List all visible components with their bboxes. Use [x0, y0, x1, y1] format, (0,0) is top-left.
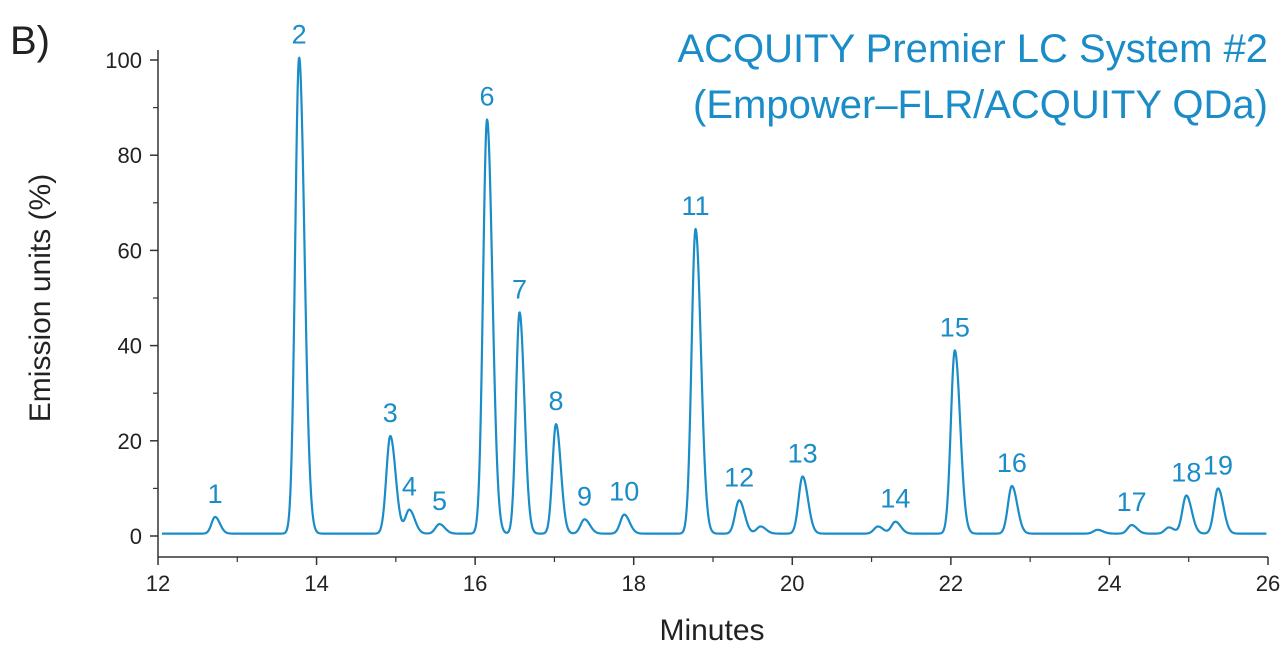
y-tick-label: 0 — [130, 524, 142, 549]
peak-label: 11 — [682, 191, 710, 221]
peak-label: 12 — [724, 462, 754, 492]
x-tick-label: 14 — [304, 571, 328, 596]
y-tick-label: 20 — [118, 429, 142, 454]
peak-label: 3 — [383, 398, 398, 428]
peak-label: 18 — [1171, 458, 1201, 488]
trace-layer — [161, 56, 1268, 535]
peak-label: 1 — [208, 479, 223, 509]
x-tick-label: 12 — [146, 571, 170, 596]
chart-subtitle: (Empower–FLR/ACQUITY QDa) — [693, 83, 1268, 127]
peak-label: 15 — [940, 312, 970, 342]
peak-label: 19 — [1203, 450, 1233, 480]
y-tick-label: 100 — [105, 48, 142, 73]
x-axis-title: Minutes — [659, 614, 764, 647]
x-tick-label: 16 — [463, 571, 487, 596]
panel-label: B) — [10, 19, 50, 63]
peak-label: 9 — [577, 481, 592, 511]
peak-label: 7 — [512, 274, 527, 304]
peak-label: 10 — [609, 477, 639, 507]
y-tick-label: 60 — [118, 238, 142, 263]
y-tick-label: 40 — [118, 334, 142, 359]
x-tick-label: 24 — [1097, 571, 1121, 596]
chromatogram-trace — [161, 56, 1268, 535]
peak-label: 14 — [880, 484, 910, 514]
peak-label: 17 — [1117, 487, 1147, 517]
peak-label: 16 — [997, 448, 1027, 478]
x-tick-label: 20 — [780, 571, 804, 596]
x-tick-label: 26 — [1256, 571, 1280, 596]
peak-label: 5 — [432, 486, 447, 516]
peak-label: 8 — [548, 386, 563, 416]
y-axis-title: Emission units (%) — [24, 174, 57, 422]
peak-label: 2 — [292, 20, 307, 50]
peak-label: 13 — [788, 439, 818, 469]
x-tick-label: 18 — [621, 571, 645, 596]
y-tick-label: 80 — [118, 143, 142, 168]
chart-title: ACQUITY Premier LC System #2 — [677, 27, 1268, 71]
peak-label: 6 — [480, 82, 495, 112]
peak-label: 4 — [402, 472, 417, 502]
x-tick-label: 22 — [939, 571, 963, 596]
